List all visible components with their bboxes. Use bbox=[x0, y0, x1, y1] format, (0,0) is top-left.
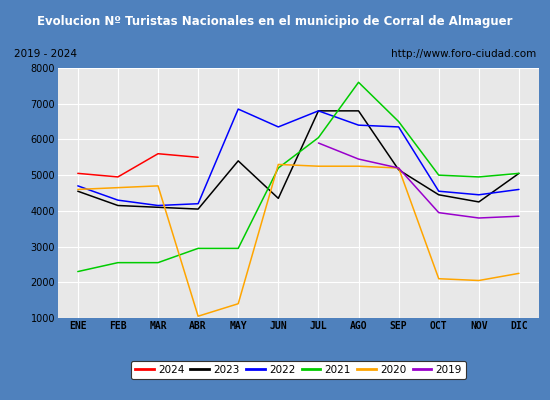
Legend: 2024, 2023, 2022, 2021, 2020, 2019: 2024, 2023, 2022, 2021, 2020, 2019 bbox=[131, 361, 466, 379]
Text: 2019 - 2024: 2019 - 2024 bbox=[14, 49, 77, 59]
Text: http://www.foro-ciudad.com: http://www.foro-ciudad.com bbox=[390, 49, 536, 59]
Text: Evolucion Nº Turistas Nacionales en el municipio de Corral de Almaguer: Evolucion Nº Turistas Nacionales en el m… bbox=[37, 14, 513, 28]
